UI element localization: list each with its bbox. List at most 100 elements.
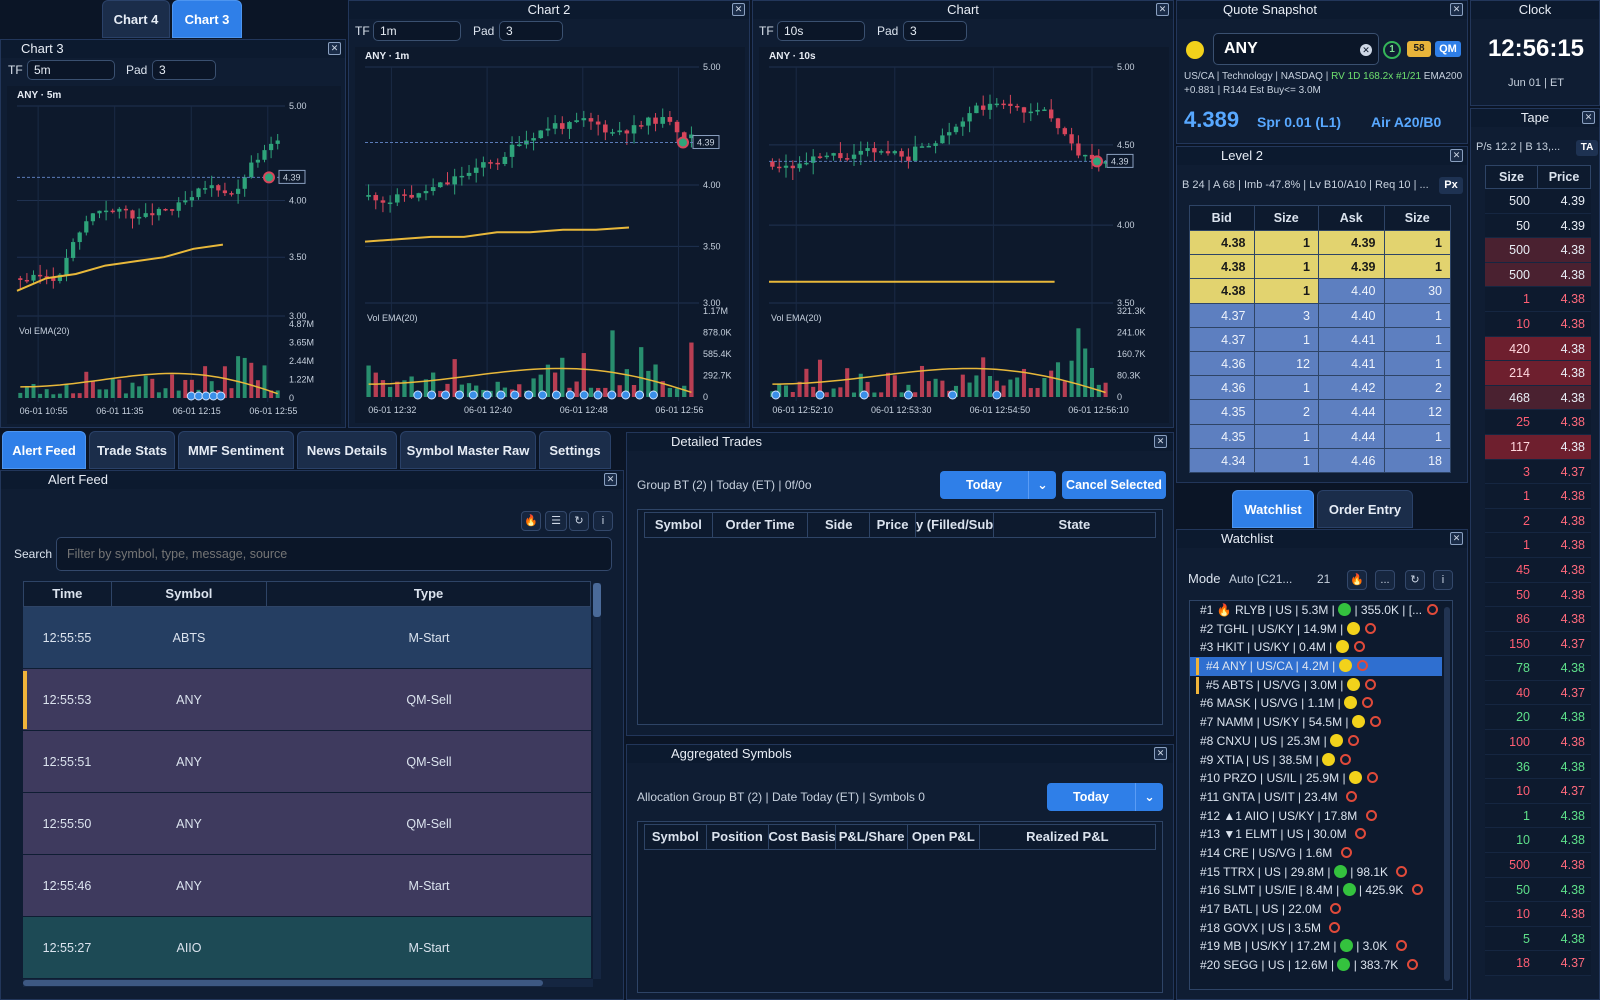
px-button[interactable]: Px (1439, 177, 1463, 194)
info-icon[interactable]: i (1433, 570, 1453, 590)
l2-header-bid[interactable]: Bid (1190, 206, 1255, 230)
watchlist-item[interactable]: #3 HKIT | US/KY | 0.4M | (1190, 638, 1442, 657)
trades-header-4[interactable]: y (Filled/Sub (916, 513, 994, 537)
tf-input[interactable]: 5m (27, 60, 115, 80)
trades-header-5[interactable]: State (1058, 517, 1091, 532)
cancel-selected-button[interactable]: Cancel Selected (1062, 471, 1166, 499)
tab-settings[interactable]: Settings (539, 431, 611, 469)
refresh-icon[interactable]: ↻ (569, 511, 589, 531)
agg-header-4[interactable]: Open P&L (908, 825, 980, 849)
symbol-input[interactable]: ANY ✕ (1213, 33, 1379, 65)
l2-row[interactable]: 4.38 1 4.39 1 (1190, 254, 1450, 279)
l2-row[interactable]: 4.37 1 4.41 1 (1190, 326, 1450, 351)
agg-header-2[interactable]: Cost Basis (769, 825, 837, 849)
close-icon[interactable]: ✕ (1156, 3, 1169, 16)
close-icon[interactable]: ✕ (604, 473, 617, 486)
alert-header-symbol[interactable]: Symbol (112, 582, 268, 606)
close-icon[interactable]: ✕ (328, 42, 341, 55)
agg-header-0[interactable]: Symbol (645, 825, 707, 849)
l2-row[interactable]: 4.34 1 4.46 18 (1190, 447, 1450, 472)
chart1-canvas[interactable]: ANY · 10s 5.00 4.50 4.00 3.50 4.39 Vol EMA(20)… (759, 47, 1169, 423)
watchlist-item[interactable]: #9 XTIA | US | 38.5M | (1190, 751, 1442, 770)
close-icon[interactable]: ✕ (1154, 435, 1167, 448)
close-icon[interactable]: ✕ (1450, 149, 1463, 162)
tab-alert-feed[interactable]: Alert Feed (2, 431, 86, 469)
watchlist-item[interactable]: #7 NAMM | US/KY | 54.5M | (1190, 713, 1442, 732)
tab-trade-stats[interactable]: Trade Stats (89, 431, 175, 469)
l2-header-bid-size[interactable]: Size (1255, 206, 1319, 230)
search-input[interactable] (56, 537, 612, 571)
alert-row[interactable]: 12:55:51 ANY QM-Sell (23, 731, 591, 793)
l2-row[interactable]: 4.36 12 4.41 1 (1190, 350, 1450, 376)
tape-header-size[interactable]: Size (1486, 166, 1539, 188)
watchlist-item[interactable]: #10 PRZO | US/IL | 25.9M | (1190, 769, 1442, 788)
watchlist-item[interactable]: #5 ABTS | US/VG | 3.0M | (1190, 676, 1442, 695)
trades-header-2[interactable]: Side (808, 513, 871, 537)
watchlist-item[interactable]: #19 MB | US/KY | 17.2M | | 3.0K (1190, 937, 1442, 956)
mode-value[interactable]: Auto [C21... (1229, 572, 1293, 586)
watchlist-item[interactable]: #2 TGHL | US/KY | 14.9M | (1190, 620, 1442, 639)
watchlist-item[interactable]: #8 CNXU | US | 25.3M | (1190, 732, 1442, 751)
watchlist-item[interactable]: #15 TTRX | US | 29.8M | | 98.1K (1190, 863, 1442, 882)
tape-header-price[interactable]: Price (1548, 170, 1580, 184)
tf-input[interactable]: 10s (777, 21, 865, 41)
watchlist-item[interactable]: #6 MASK | US/VG | 1.1M | (1190, 694, 1442, 713)
watchlist-item[interactable]: #18 GOVX | US | 3.5M (1190, 919, 1442, 938)
alert-hscrollbar[interactable] (23, 979, 593, 987)
close-icon[interactable]: ✕ (1154, 747, 1167, 760)
pad-input[interactable]: 3 (499, 21, 563, 41)
watchlist-item[interactable]: #14 CRE | US/VG | 1.6M (1190, 844, 1442, 863)
close-icon[interactable]: ✕ (1582, 111, 1595, 124)
trades-header-0[interactable]: Symbol (645, 513, 713, 537)
tab-chart-3[interactable]: Chart 3 (172, 0, 242, 38)
close-icon[interactable]: ✕ (1450, 532, 1463, 545)
tab-watchlist[interactable]: Watchlist (1232, 490, 1314, 528)
fire-icon[interactable]: 🔥 (1347, 570, 1367, 590)
watchlist-item[interactable]: #11 GNTA | US/IT | 23.4M (1190, 788, 1442, 807)
agg-header-3[interactable]: P&L/Share (836, 825, 908, 849)
watchlist-item[interactable]: #17 BATL | US | 22.0M (1190, 900, 1442, 919)
more-button[interactable]: ... (1375, 570, 1395, 590)
pad-input[interactable]: 3 (903, 21, 967, 41)
agg-header-5[interactable]: Realized P&L (1026, 829, 1109, 844)
trades-header-3[interactable]: Price (870, 513, 916, 537)
l2-row[interactable]: 4.36 1 4.42 2 (1190, 375, 1450, 400)
watchlist-item[interactable]: #12 ▲1 AIIO | US/KY | 17.8M (1190, 807, 1442, 826)
watchlist-scrollbar[interactable] (1444, 607, 1450, 981)
l2-row[interactable]: 4.37 3 4.40 1 (1190, 302, 1450, 327)
chart2-canvas[interactable]: ANY · 1m 5.00 4.00 3.50 3.00 4.39 Vol EMA(20) 1… (355, 47, 745, 423)
l2-header-ask-size[interactable]: Size (1404, 211, 1430, 225)
watchlist-item[interactable]: #1 🔥 RLYB | US | 5.3M | | 355.0K | [... (1190, 601, 1442, 620)
pad-input[interactable]: 3 (152, 60, 216, 80)
tab-symbol-master-raw[interactable]: Symbol Master Raw (400, 431, 536, 469)
close-icon[interactable]: ✕ (1450, 3, 1463, 16)
alert-row[interactable]: 12:55:46 ANY M-Start (23, 855, 591, 917)
l2-row[interactable]: 4.35 1 4.44 1 (1190, 423, 1450, 448)
fire-icon[interactable]: 🔥 (521, 511, 541, 531)
alert-row[interactable]: 12:55:55 ABTS M-Start (23, 607, 591, 669)
alert-header-type[interactable]: Type (413, 586, 444, 601)
today-dropdown[interactable]: Today ⌄ (940, 471, 1056, 499)
alert-row[interactable]: 12:55:53 ANY QM-Sell (23, 669, 591, 731)
close-icon[interactable]: ✕ (732, 3, 745, 16)
info-icon[interactable]: i (593, 511, 613, 531)
trades-header-1[interactable]: Order Time (713, 513, 809, 537)
tab-chart-4[interactable]: Chart 4 (102, 0, 170, 38)
agg-header-1[interactable]: Position (707, 825, 769, 849)
alert-scrollbar[interactable] (593, 583, 601, 979)
l2-row[interactable]: 4.38 1 4.40 30 (1190, 278, 1450, 303)
l2-row[interactable]: 4.38 1 4.39 1 (1190, 230, 1450, 255)
tab-mmf-sentiment[interactable]: MMF Sentiment (178, 431, 294, 469)
alert-row[interactable]: 12:55:50 ANY QM-Sell (23, 793, 591, 855)
chart3-canvas[interactable]: ANY · 5m 5.00 4.00 3.50 3.00 4.39 Vol EMA(20) 4… (7, 86, 341, 424)
alert-header-time[interactable]: Time (24, 582, 112, 606)
alert-row[interactable]: 12:55:27 AIIO M-Start (23, 917, 591, 979)
watchlist-item[interactable]: #20 SEGG | US | 12.6M | | 383.7K (1190, 956, 1442, 975)
watchlist-item[interactable]: #13 ▼1 ELMT | US | 30.0M (1190, 825, 1442, 844)
clear-icon[interactable]: ✕ (1360, 44, 1372, 56)
filter-icon[interactable]: ☰ (545, 511, 567, 531)
watchlist-item[interactable]: #16 SLMT | US/IE | 8.4M | | 425.9K (1190, 881, 1442, 900)
ta-button[interactable]: TA (1576, 140, 1598, 156)
tf-input[interactable]: 1m (373, 21, 461, 41)
refresh-icon[interactable]: ↻ (1405, 570, 1425, 590)
